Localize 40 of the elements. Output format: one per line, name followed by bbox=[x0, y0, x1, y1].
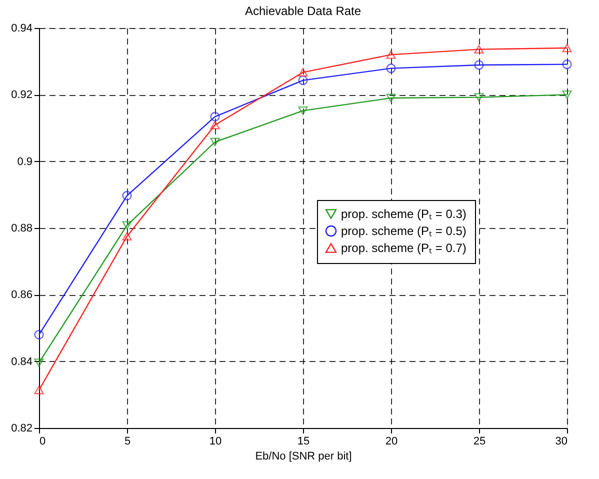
point bbox=[298, 106, 308, 115]
point bbox=[386, 94, 396, 102]
point bbox=[210, 120, 220, 130]
point bbox=[210, 112, 220, 122]
point bbox=[474, 93, 484, 102]
legend-label: prop. scheme (Pₜ = 0.5) bbox=[341, 224, 466, 238]
y-tick-label: 0.88 bbox=[11, 222, 32, 234]
y-tick-label: 0.82 bbox=[11, 422, 32, 434]
point bbox=[34, 358, 44, 367]
point bbox=[474, 60, 484, 70]
point bbox=[474, 45, 484, 54]
legend-label: prop. scheme (Pₜ = 0.7) bbox=[341, 241, 466, 255]
x-tick-label: 0 bbox=[40, 436, 46, 448]
point bbox=[562, 44, 572, 52]
y-tick-label: 0.94 bbox=[11, 22, 32, 34]
y-tick-label: 0.84 bbox=[11, 356, 32, 368]
point bbox=[122, 221, 132, 230]
x-axis-title: Eb/No [SNR per bit] bbox=[255, 450, 352, 462]
point bbox=[562, 60, 572, 70]
point bbox=[34, 330, 44, 340]
x-tick-label: 20 bbox=[385, 436, 398, 448]
legend-label: prop. scheme (Pₜ = 0.3) bbox=[341, 207, 466, 221]
point bbox=[210, 138, 220, 146]
point bbox=[386, 50, 396, 59]
x-tick-label: 30 bbox=[555, 436, 568, 448]
y-tick-label: 0.9 bbox=[17, 156, 32, 168]
point bbox=[298, 68, 308, 77]
chart-title: Achievable Data Rate bbox=[244, 4, 362, 18]
point bbox=[298, 76, 308, 86]
point bbox=[386, 64, 396, 74]
x-tick-label: 25 bbox=[473, 436, 486, 448]
x-tick-label: 10 bbox=[209, 436, 222, 448]
point bbox=[34, 386, 44, 394]
y-tick-label: 0.92 bbox=[11, 89, 32, 102]
x-tick-label: 15 bbox=[297, 436, 310, 448]
point bbox=[122, 232, 132, 241]
x-tick-label: 5 bbox=[124, 436, 131, 448]
y-tick-label: 0.86 bbox=[11, 289, 32, 302]
point bbox=[562, 90, 572, 99]
point bbox=[122, 190, 132, 200]
